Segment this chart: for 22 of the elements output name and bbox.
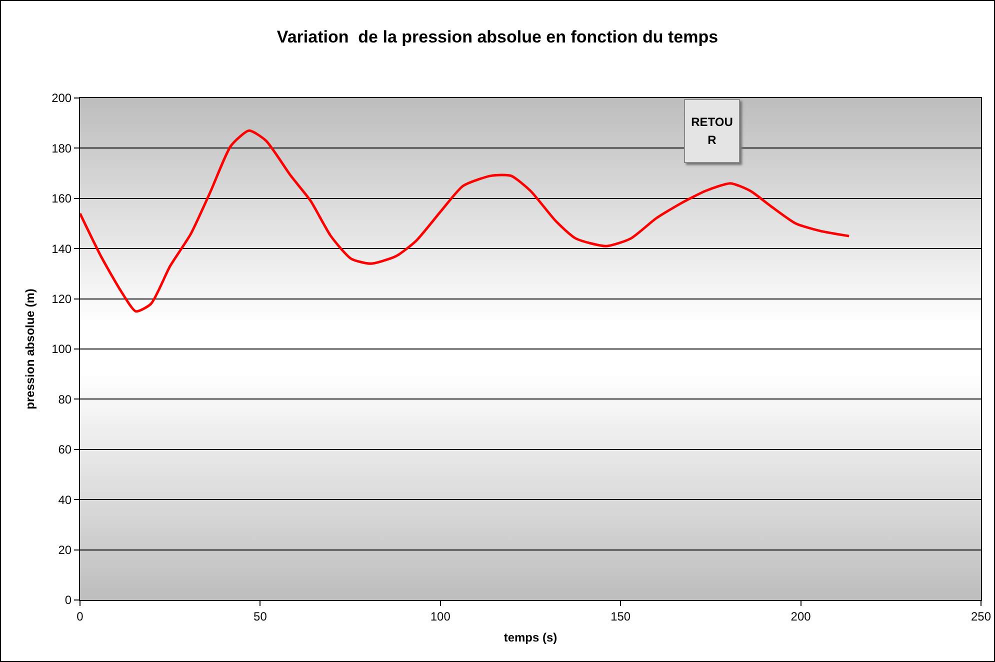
x-tick-label: 250 xyxy=(970,609,992,624)
x-tick-label: 200 xyxy=(790,609,812,624)
y-tick-label: 180 xyxy=(52,141,72,156)
line-series xyxy=(80,129,850,313)
x-tick-label: 100 xyxy=(430,609,451,624)
y-tick-label: 120 xyxy=(52,292,72,306)
return-button: RETOUR xyxy=(684,99,740,163)
y-tick-label: 20 xyxy=(58,543,72,557)
y-tick-label: 80 xyxy=(58,392,72,406)
x-tick-label: 0 xyxy=(76,609,84,624)
y-tick-label: 140 xyxy=(52,242,72,256)
y-tick-label: 160 xyxy=(52,192,72,206)
y-tick-label: 200 xyxy=(52,91,72,106)
y-axis-title: pression absolue (m) xyxy=(22,288,37,410)
y-tick-label: 0 xyxy=(64,593,72,608)
y-tick-label: 40 xyxy=(58,492,72,507)
x-axis-title: temps (s) xyxy=(504,630,558,644)
x-tick-label: 50 xyxy=(254,609,268,624)
x-tick-label: 150 xyxy=(610,609,631,624)
chart-title: Variation de la pression absolue en fonction du temps xyxy=(276,28,718,47)
y-tick-label: 100 xyxy=(52,342,72,356)
y-tick-label: 60 xyxy=(58,442,72,457)
